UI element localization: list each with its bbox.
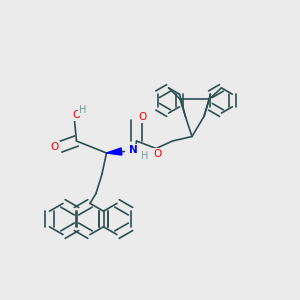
Text: O: O (153, 149, 162, 159)
Polygon shape (106, 148, 122, 155)
Text: H: H (141, 151, 148, 161)
Text: H: H (79, 105, 86, 116)
Text: N: N (128, 145, 137, 155)
Text: O: O (138, 112, 147, 122)
Text: O: O (72, 110, 80, 120)
Text: O: O (50, 142, 59, 152)
